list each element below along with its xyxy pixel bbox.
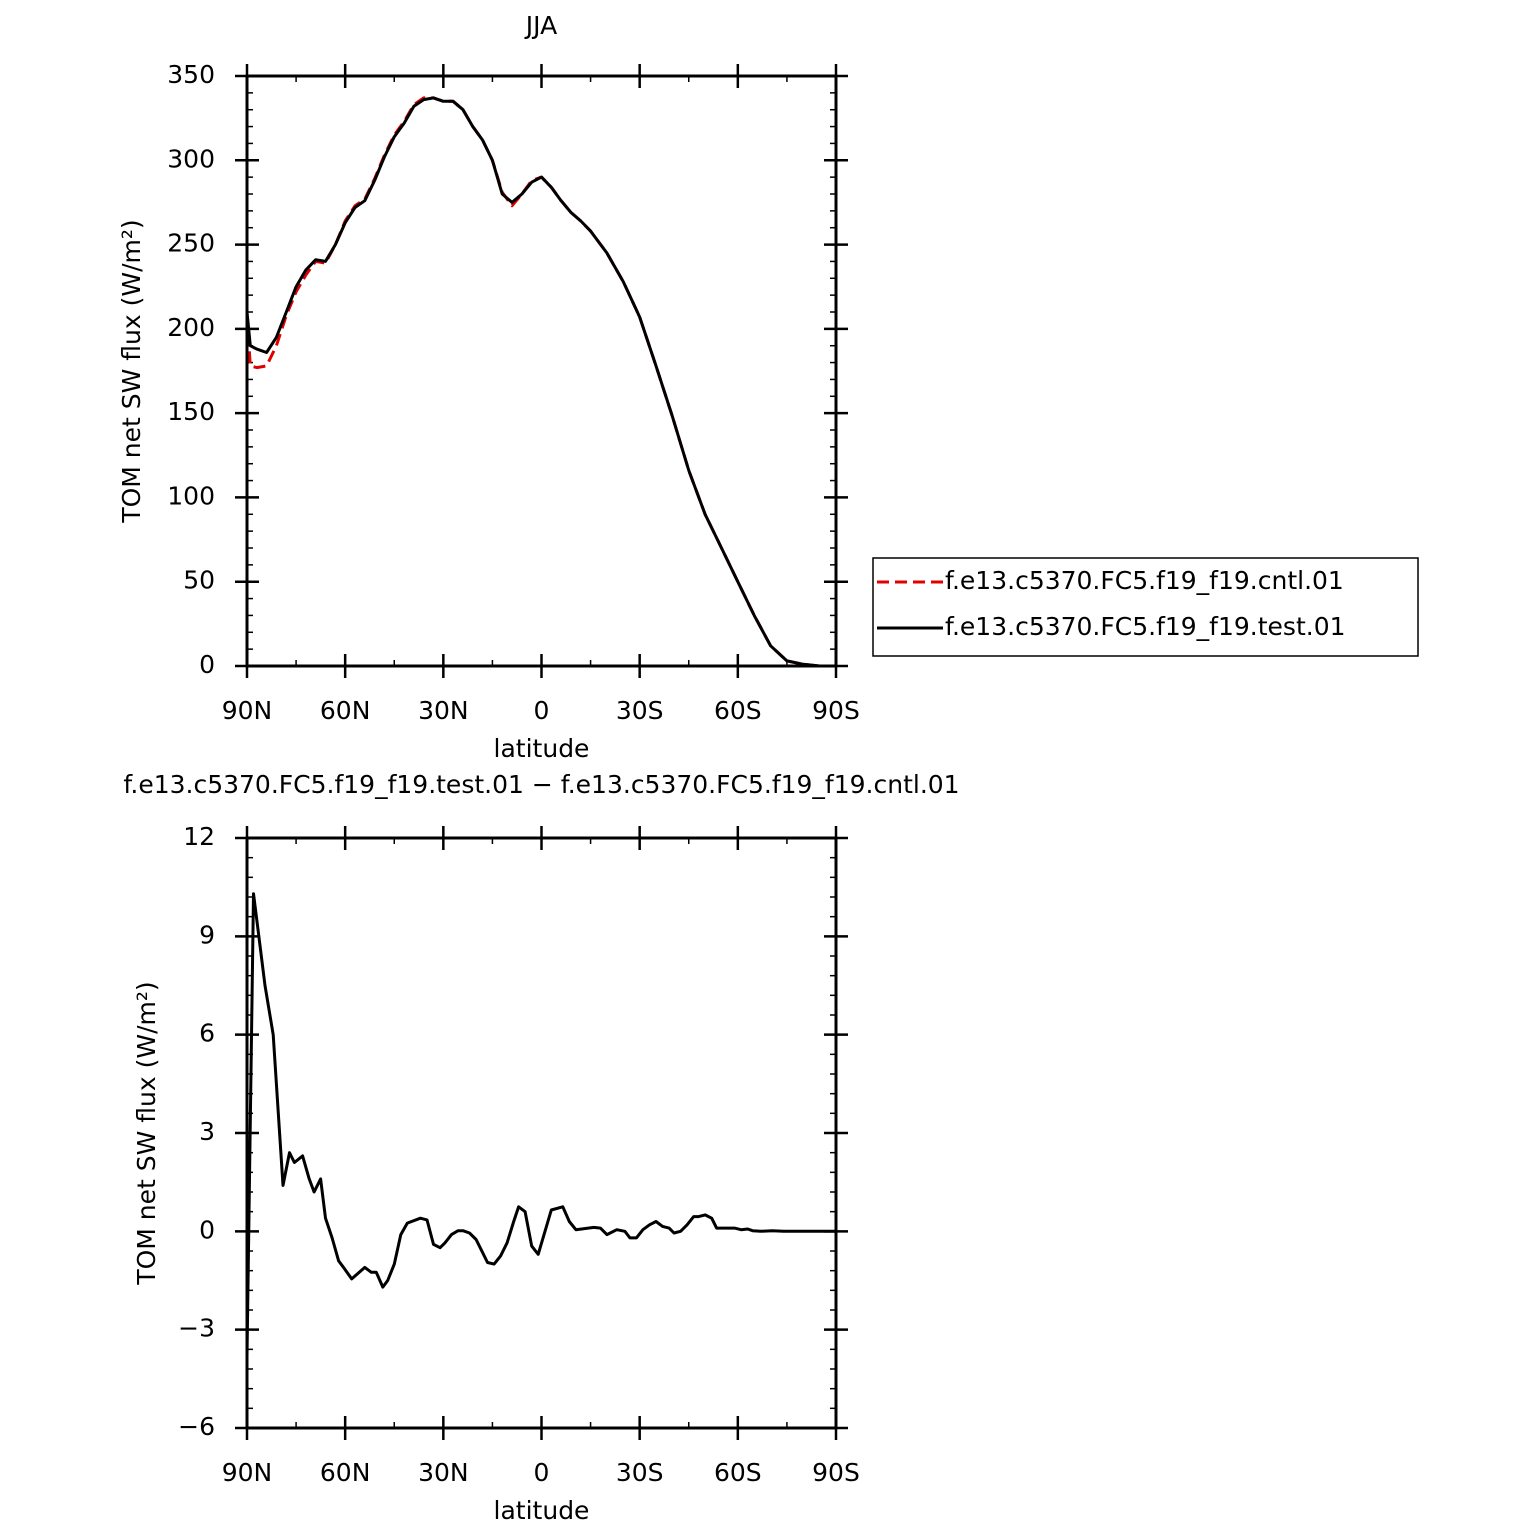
y-tick-label: 0 [199,650,215,679]
x-tick-label: 30N [418,1458,469,1487]
legend-label: f.e13.c5370.FC5.f19_f19.cntl.01 [945,566,1344,595]
x-tick-label: 0 [534,1458,550,1487]
y-tick-label: 50 [183,566,215,595]
x-tick-label: 90N [222,1458,273,1487]
y-tick-label: −6 [178,1412,215,1441]
y-tick-label: 150 [167,397,215,426]
x-tick-label: 90N [222,696,273,725]
x-tick-label: 60S [714,696,762,725]
y-tick-label: 350 [167,60,215,89]
x-tick-label: 60N [320,1458,371,1487]
x-axis-label: latitude [494,734,590,763]
chart-title: JJA [524,11,557,40]
y-tick-label: 0 [199,1215,215,1244]
y-tick-label: 6 [199,1019,215,1048]
y-tick-label: 100 [167,481,215,510]
x-axis-label: latitude [494,1496,590,1525]
x-tick-label: 90S [812,1458,860,1487]
data-line [245,96,833,668]
x-tick-label: 30N [418,696,469,725]
y-tick-label: 300 [167,144,215,173]
data-line [245,96,833,668]
x-tick-label: 30S [616,696,664,725]
y-axis-label: TOM net SW flux (W/m²) [132,981,161,1285]
y-tick-label: −3 [178,1314,215,1343]
y-tick-label: 3 [199,1117,215,1146]
x-tick-label: 60S [714,1458,762,1487]
data-line [245,892,836,1356]
x-tick-label: 60N [320,696,371,725]
chart-title: f.e13.c5370.FC5.f19_f19.test.01 − f.e13.… [123,770,959,799]
y-tick-label: 12 [183,822,215,851]
x-tick-label: 30S [616,1458,664,1487]
y-tick-label: 250 [167,229,215,258]
x-tick-label: 0 [534,696,550,725]
plot-frame [245,74,838,668]
y-tick-label: 9 [199,920,215,949]
plot-frame [245,836,838,1430]
x-tick-label: 90S [812,696,860,725]
y-axis-label: TOM net SW flux (W/m²) [117,219,146,523]
y-tick-label: 200 [167,313,215,342]
legend-label: f.e13.c5370.FC5.f19_f19.test.01 [945,612,1346,641]
legend-box [872,557,1419,657]
